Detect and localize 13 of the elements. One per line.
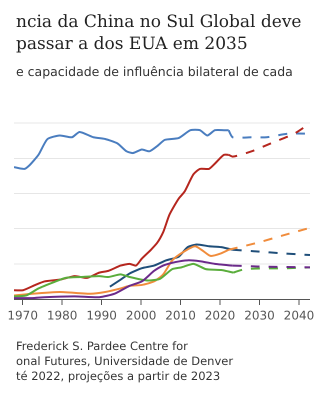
text: onal Futures, Universidade de Denver: [16, 354, 234, 368]
chart-subtitle: e capacidade de influência bilateral de cada: [16, 64, 293, 79]
x-tick-label: 2040: [284, 308, 314, 322]
text: Frederick S. Pardee Centre for: [16, 339, 188, 353]
x-tick-label: 1980: [46, 308, 78, 322]
x-tick-label: 2010: [165, 308, 196, 322]
x-tick-label: 2030: [244, 308, 275, 322]
x-tick-label: 1990: [86, 308, 117, 322]
x-tick-label: 2020: [204, 308, 236, 322]
x-tick-label: 2000: [126, 308, 156, 322]
text: té 2022, projeções a partir de 2023: [16, 368, 220, 383]
x-tick-label: 1970: [7, 308, 38, 322]
chart-title: ncia da China no Sul Global deve passar a dos EUA em 2035: [16, 12, 302, 54]
